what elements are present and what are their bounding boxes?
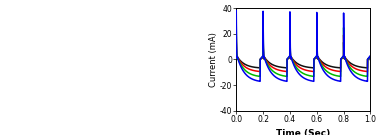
X-axis label: Time (Sec): Time (Sec) — [276, 129, 330, 135]
Y-axis label: Current (mA): Current (mA) — [209, 32, 218, 87]
